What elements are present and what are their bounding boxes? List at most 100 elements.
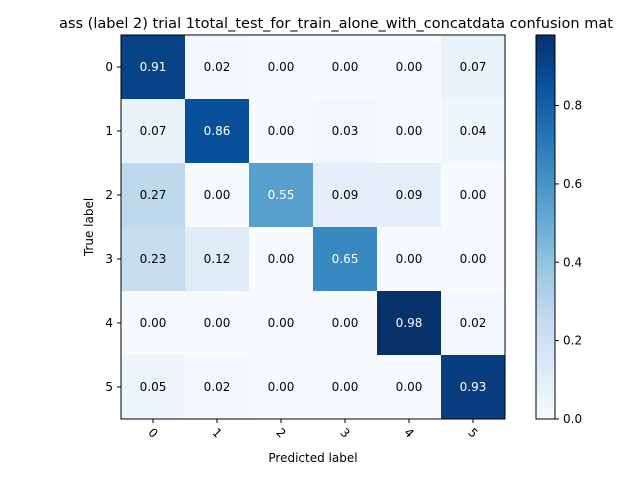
heatmap-cell <box>185 163 250 228</box>
heatmap-cell <box>441 227 506 292</box>
heatmap-cell <box>441 163 506 228</box>
cell-value-label: 0.00 <box>268 124 295 138</box>
heatmap-cell <box>377 355 442 420</box>
x-axis-label: Predicted label <box>268 451 357 465</box>
heatmap-cell <box>441 99 506 164</box>
colorbar-tick-label: 0.4 <box>563 255 582 269</box>
cell-value-label: 0.91 <box>140 60 167 74</box>
heatmap-cell <box>377 99 442 164</box>
heatmap-cell <box>377 163 442 228</box>
heatmap-cell <box>121 163 186 228</box>
cell-value-label: 0.00 <box>396 60 423 74</box>
heatmap-cell <box>377 291 442 356</box>
heatmap-cells <box>121 35 506 420</box>
x-axis-ticks: 0 1 2 3 4 5 <box>145 419 481 441</box>
y-tick-label: 3 <box>105 252 113 266</box>
chart-title: ass (label 2) trial 1total_test_for_trai… <box>59 16 613 32</box>
cell-value-label: 0.00 <box>204 316 231 330</box>
heatmap-cell-labels: 0.91 0.02 0.00 0.00 0.00 0.07 0.07 0.86 0.00 0.03… <box>140 60 487 394</box>
cell-value-label: 0.00 <box>396 380 423 394</box>
cell-value-label: 0.27 <box>140 188 167 202</box>
y-tick-label: 0 <box>105 60 113 74</box>
heatmap-cell <box>121 291 186 356</box>
colorbar-tick-label: 0.6 <box>563 177 582 191</box>
heatmap-cell <box>249 99 314 164</box>
cell-value-label: 0.12 <box>204 252 231 266</box>
cell-value-label: 0.00 <box>460 188 487 202</box>
cell-value-label: 0.00 <box>268 60 295 74</box>
heatmap-cell <box>441 35 506 100</box>
cell-value-label: 0.03 <box>332 124 359 138</box>
cell-value-label: 0.09 <box>396 188 423 202</box>
y-tick-label: 1 <box>105 124 113 138</box>
heatmap-cell <box>249 291 314 356</box>
colorbar-gradient <box>536 35 555 419</box>
cell-value-label: 0.05 <box>140 380 167 394</box>
heatmap-cell <box>313 355 378 420</box>
cell-value-label: 0.00 <box>396 124 423 138</box>
heatmap-cell <box>249 35 314 100</box>
colorbar-tick-label: 0.8 <box>563 99 582 113</box>
heatmap-cell <box>185 227 250 292</box>
cell-value-label: 0.00 <box>140 316 167 330</box>
colorbar-tick-label: 0.0 <box>563 412 582 426</box>
heatmap-cell <box>313 291 378 356</box>
cell-value-label: 0.65 <box>332 252 359 266</box>
x-tick-label: 1 <box>209 425 224 440</box>
heatmap-cell <box>185 99 250 164</box>
cell-value-label: 0.04 <box>460 124 487 138</box>
plot-frame <box>120 34 506 420</box>
heatmap-cell <box>121 355 186 420</box>
heatmap-cell <box>185 355 250 420</box>
heatmap-cell <box>313 35 378 100</box>
cell-value-label: 0.07 <box>140 124 167 138</box>
cell-value-label: 0.07 <box>460 60 487 74</box>
x-tick-label: 4 <box>401 425 416 440</box>
cell-value-label: 0.00 <box>332 380 359 394</box>
cell-value-label: 0.02 <box>204 60 231 74</box>
heatmap-cell <box>185 291 250 356</box>
heatmap-cell <box>121 35 186 100</box>
y-axis-label: True label <box>82 198 96 257</box>
cell-value-label: 0.23 <box>140 252 167 266</box>
heatmap-cell <box>377 227 442 292</box>
heatmap-cell <box>313 227 378 292</box>
heatmap-cell <box>249 355 314 420</box>
heatmap-cell <box>249 227 314 292</box>
y-tick-label: 4 <box>105 316 113 330</box>
y-axis-ticks: 0 1 2 3 4 5 <box>105 60 121 394</box>
y-tick-label: 5 <box>105 380 113 394</box>
heatmap-cell <box>249 163 314 228</box>
colorbar-ticks: 0.0 0.2 0.4 0.6 0.8 <box>555 99 582 426</box>
cell-value-label: 0.00 <box>332 316 359 330</box>
heatmap-cell <box>121 227 186 292</box>
x-tick-label: 5 <box>465 425 480 440</box>
heatmap-cell <box>185 35 250 100</box>
cell-value-label: 0.00 <box>396 252 423 266</box>
heatmap-cell <box>441 355 506 420</box>
colorbar-frame <box>535 34 556 420</box>
cell-value-label: 0.00 <box>460 252 487 266</box>
heatmap-cell <box>313 163 378 228</box>
y-tick-label: 2 <box>105 188 113 202</box>
cell-value-label: 0.55 <box>268 188 295 202</box>
cell-value-label: 0.09 <box>332 188 359 202</box>
cell-value-label: 0.98 <box>396 316 423 330</box>
colorbar-tick-label: 0.2 <box>563 334 582 348</box>
x-tick-label: 3 <box>337 425 352 440</box>
heatmap-cell <box>121 99 186 164</box>
cell-value-label: 0.00 <box>268 316 295 330</box>
cell-value-label: 0.00 <box>268 380 295 394</box>
x-tick-label: 0 <box>145 425 160 440</box>
cell-value-label: 0.86 <box>204 124 231 138</box>
heatmap-cell <box>313 99 378 164</box>
heatmap-cell <box>441 291 506 356</box>
cell-value-label: 0.02 <box>460 316 487 330</box>
heatmap-cell <box>377 35 442 100</box>
cell-value-label: 0.00 <box>268 252 295 266</box>
cell-value-label: 0.00 <box>332 60 359 74</box>
cell-value-label: 0.93 <box>460 380 487 394</box>
cell-value-label: 0.02 <box>204 380 231 394</box>
cell-value-label: 0.00 <box>204 188 231 202</box>
